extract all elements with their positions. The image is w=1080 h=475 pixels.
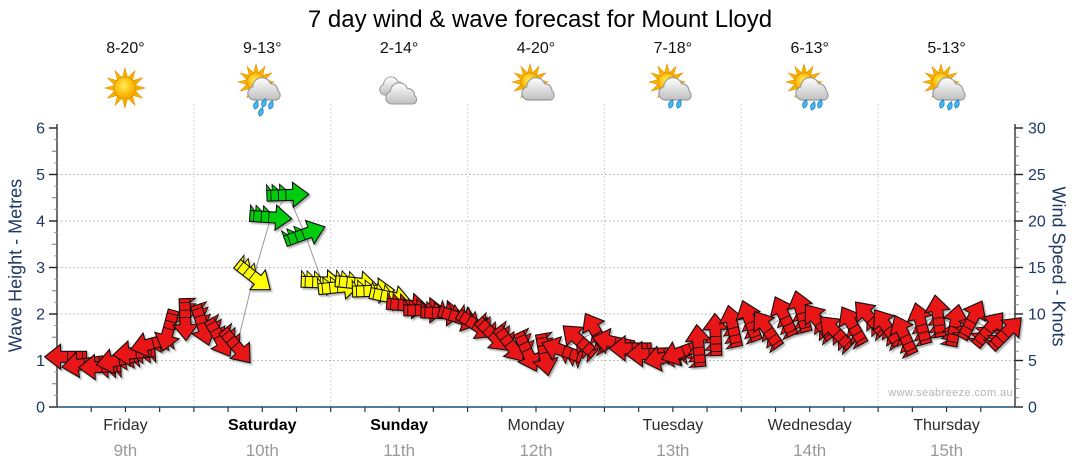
temperature-label: 9-13° <box>243 40 282 57</box>
wind-arrow <box>906 302 933 348</box>
raindrop-icon <box>801 98 808 109</box>
raindrop-icon <box>667 98 674 109</box>
cloud-icon <box>794 77 829 101</box>
weather-icon-cloudy <box>371 62 427 118</box>
wave-axis-tick-label: 4 <box>36 214 45 231</box>
day-label: Sunday <box>370 417 429 434</box>
weather-icon-partly-cloudy <box>508 62 564 118</box>
wind-arrows <box>43 181 1022 381</box>
wave-axis-tick-label: 5 <box>36 167 45 184</box>
wind-arrow <box>541 335 585 370</box>
date-label: 12th <box>519 441 553 460</box>
wind-arrow <box>266 181 310 209</box>
day-label: Thursday <box>913 417 980 434</box>
wave-axis-tick-label: 1 <box>36 353 45 370</box>
temperature-label: 5-13° <box>927 40 966 57</box>
wind-axis-tick-label: 30 <box>1028 121 1046 138</box>
wave-axis-tick-label: 0 <box>36 400 45 417</box>
gridlines <box>57 104 1015 407</box>
wind-arrow <box>951 300 987 342</box>
cloud-icon <box>658 77 692 101</box>
temperature-label: 2-14° <box>379 40 419 57</box>
wind-speed-axis-label: Wind Speed - Knots <box>1048 186 1069 347</box>
wind-arrow <box>280 219 326 248</box>
cloud-icon <box>931 77 966 101</box>
sun-icon <box>104 66 147 110</box>
wave-height-axis-label: Wave Height - Metres <box>5 178 26 353</box>
temperature-label: 6-13° <box>790 40 829 57</box>
date-label: 14th <box>793 441 827 460</box>
day-label: Friday <box>103 417 148 434</box>
cloud-icon <box>521 77 555 101</box>
weather-icon-showers <box>782 62 838 118</box>
watermark: www.seabreeze.com.au <box>888 387 1013 399</box>
day-label: Wednesday <box>767 417 852 434</box>
wind-arrow <box>923 294 951 339</box>
weather-icon-sunny <box>97 62 153 118</box>
wind-arrow <box>753 310 785 354</box>
raindrop-icon <box>953 98 960 109</box>
wind-arrow <box>701 312 730 357</box>
cloud-icon <box>385 82 418 105</box>
wind-arrow <box>819 316 855 356</box>
wind-arrow <box>562 325 599 364</box>
cloud-icon <box>247 77 281 101</box>
wave-axis-tick-label: 3 <box>36 260 45 277</box>
wave-axis-tick-label: 6 <box>36 121 45 138</box>
date-label: 10th <box>245 441 279 460</box>
date-label: 13th <box>656 441 690 460</box>
wind-arrow <box>232 253 271 291</box>
wind-arrow <box>735 299 763 345</box>
raindrop-icon <box>253 99 259 110</box>
wind-arrow <box>982 317 1022 353</box>
axis-tick-labels: 0 1 2 3 4 5 6 0 5 10 15 20 25 30 <box>36 121 1046 417</box>
wave-axis-tick-label: 2 <box>36 307 45 324</box>
raindrop-icon <box>816 98 823 109</box>
temperature-label: 4-20° <box>516 40 556 57</box>
raindrop-icon <box>675 98 682 109</box>
wind-arrow <box>889 314 919 360</box>
weather-icon-light-showers <box>645 62 701 118</box>
wind-axis-tick-label: 15 <box>1028 260 1046 277</box>
weather-icon-showers <box>919 62 975 118</box>
raindrop-icon <box>938 98 945 109</box>
wind-axis-tick-label: 10 <box>1028 307 1046 324</box>
weather-icon-rain <box>234 62 290 118</box>
wind-axis-tick-label: 0 <box>1028 400 1037 417</box>
day-label: Monday <box>507 417 565 434</box>
day-label: Tuesday <box>642 417 704 434</box>
raindrop-icon <box>946 100 953 111</box>
wind-arrow <box>218 322 251 364</box>
wind-axis-tick-label: 5 <box>1028 353 1037 370</box>
day-label: Saturday <box>228 417 297 434</box>
raindrop-icon <box>258 106 264 117</box>
wind-arrow <box>189 300 217 347</box>
temperature-label: 8-20° <box>106 40 145 57</box>
raindrop-icon <box>809 100 816 111</box>
page-title: 7 day wind & wave forecast for Mount Llo… <box>307 6 773 33</box>
date-label: 15th <box>930 441 964 460</box>
wind-arrow <box>248 203 293 232</box>
wind-axis-tick-label: 20 <box>1028 214 1046 231</box>
date-label: 9th <box>113 441 138 460</box>
raindrop-icon <box>268 99 274 110</box>
date-label: 11th <box>383 441 416 460</box>
temperature-label: 7-18° <box>653 40 693 57</box>
wind-axis-tick-label: 25 <box>1028 167 1046 184</box>
